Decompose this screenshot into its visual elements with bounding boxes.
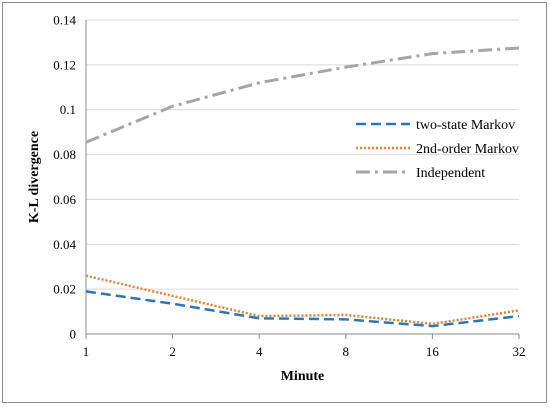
chart-frame (2, 2, 547, 403)
x-tick-label: 32 (513, 344, 526, 359)
y-tick-label: 0.08 (53, 147, 76, 162)
series-line-0 (85, 290, 520, 328)
gridlines (86, 19, 519, 290)
legend-label-0: two-state Markov (416, 118, 515, 133)
series-line-1 (85, 274, 520, 326)
y-tick-label: 0.06 (53, 192, 76, 207)
legend-label-1: 2nd-order Markov (416, 142, 519, 157)
x-tick-label: 1 (83, 344, 90, 359)
y-tick-label: 0.04 (53, 237, 76, 252)
y-axis-title: K-L divergence (27, 131, 42, 223)
x-tick-label: 8 (343, 344, 350, 359)
series-line-2 (85, 46, 520, 144)
legend: two-state Markov 2nd-order Markov Independ… (356, 118, 519, 181)
y-tick-label: 0.02 (53, 282, 76, 297)
y-tick-labels: 0 0.02 0.04 0.06 0.08 0.1 0.12 0.14 (53, 13, 76, 342)
y-tick-label: 0.1 (60, 102, 76, 117)
x-tick-label: 4 (256, 344, 263, 359)
y-tick-label: 0 (70, 327, 77, 342)
x-tick-label: 16 (426, 344, 440, 359)
axes (85, 20, 520, 339)
x-tick-labels: 1 2 4 8 16 32 (83, 344, 526, 359)
series-lines (85, 46, 520, 328)
x-axis-title: Minute (281, 369, 325, 384)
y-tick-label: 0.14 (53, 13, 76, 28)
legend-label-2: Independent (416, 166, 485, 181)
x-tick-label: 2 (169, 344, 176, 359)
y-tick-label: 0.12 (53, 57, 76, 72)
